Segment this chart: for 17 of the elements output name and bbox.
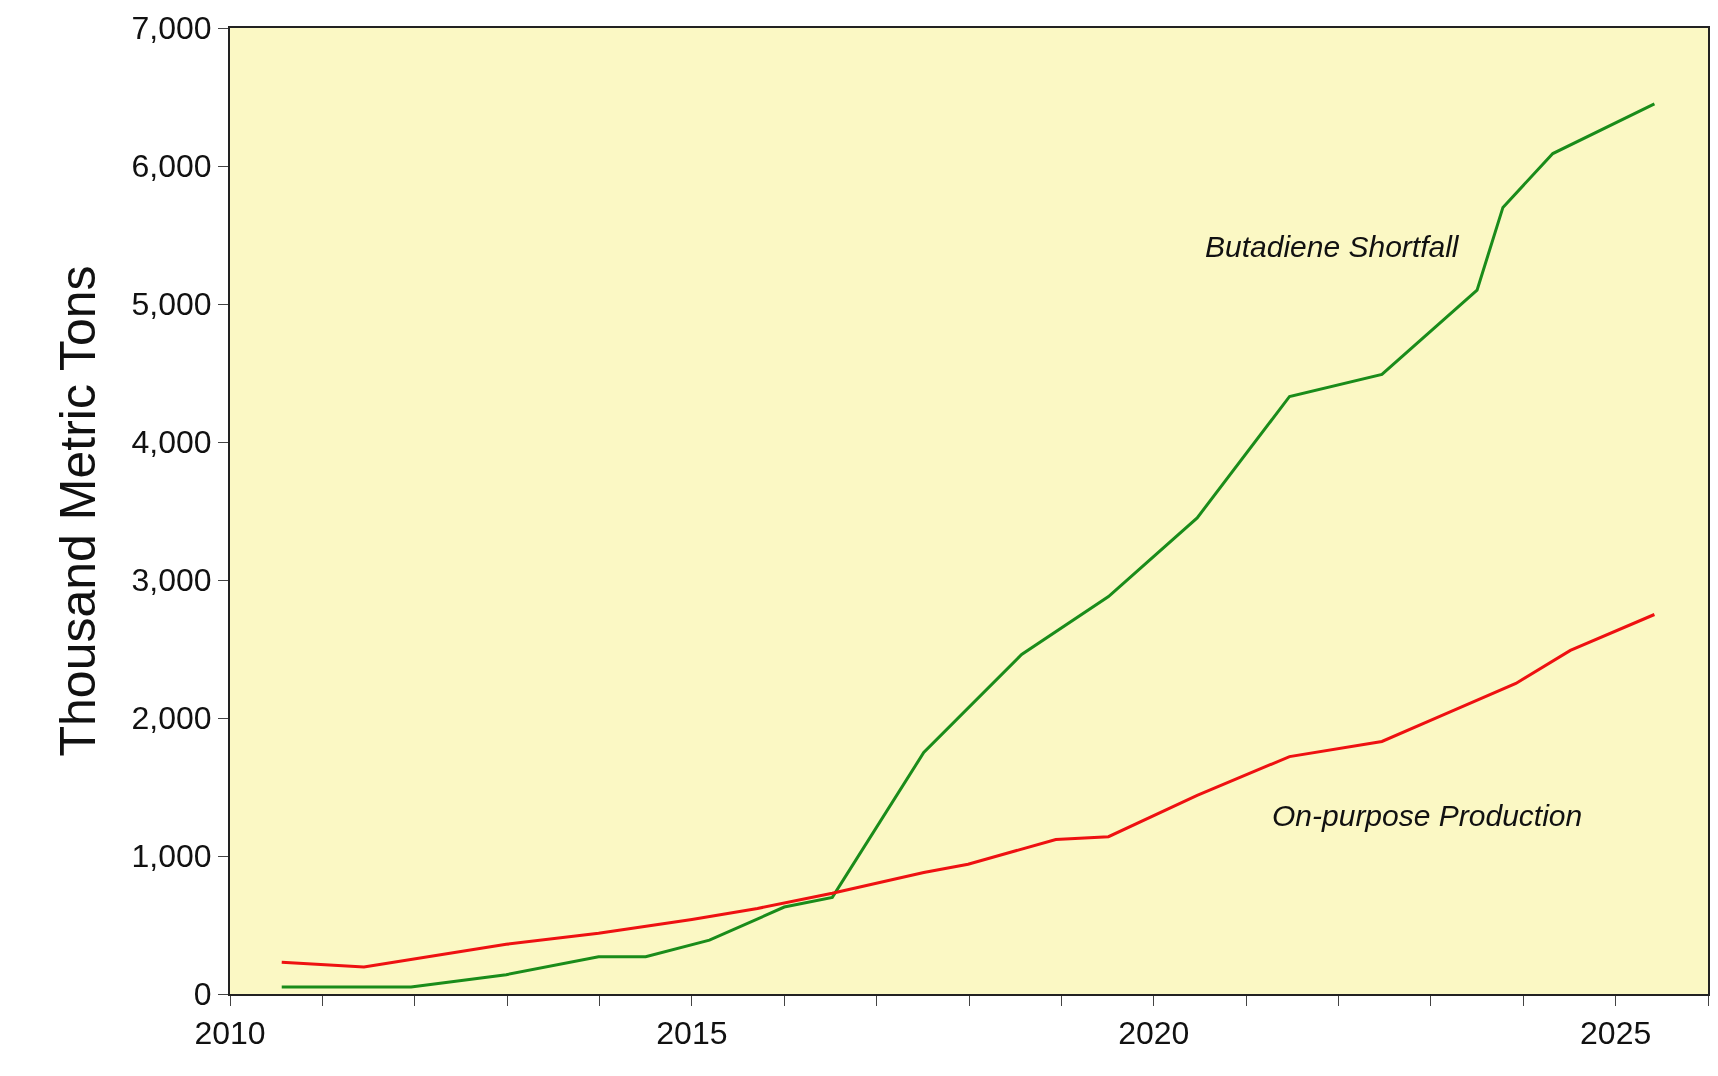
y-tick-label: 3,000 [131, 562, 212, 599]
y-axis-title: Thousand Metric Tons [50, 265, 107, 757]
y-tick-label: 5,000 [131, 286, 212, 323]
x-tick-label: 2020 [1118, 1015, 1190, 1052]
series-label: On-purpose Production [1272, 799, 1583, 832]
y-tick-label: 0 [193, 976, 212, 1013]
x-tick-label: 2025 [1580, 1015, 1652, 1052]
line-series [280, 613, 1656, 969]
x-tick-label: 2010 [194, 1015, 266, 1052]
y-tick-label: 2,000 [131, 700, 212, 737]
y-tick-label: 4,000 [131, 424, 212, 461]
y-tick-label: 1,000 [131, 838, 212, 875]
y-tick-label: 7,000 [131, 10, 212, 47]
series-label: Butadiene Shortfall [1205, 230, 1460, 263]
y-tick-label: 6,000 [131, 148, 212, 185]
line-series [280, 102, 1656, 989]
x-tick-label: 2015 [656, 1015, 728, 1052]
